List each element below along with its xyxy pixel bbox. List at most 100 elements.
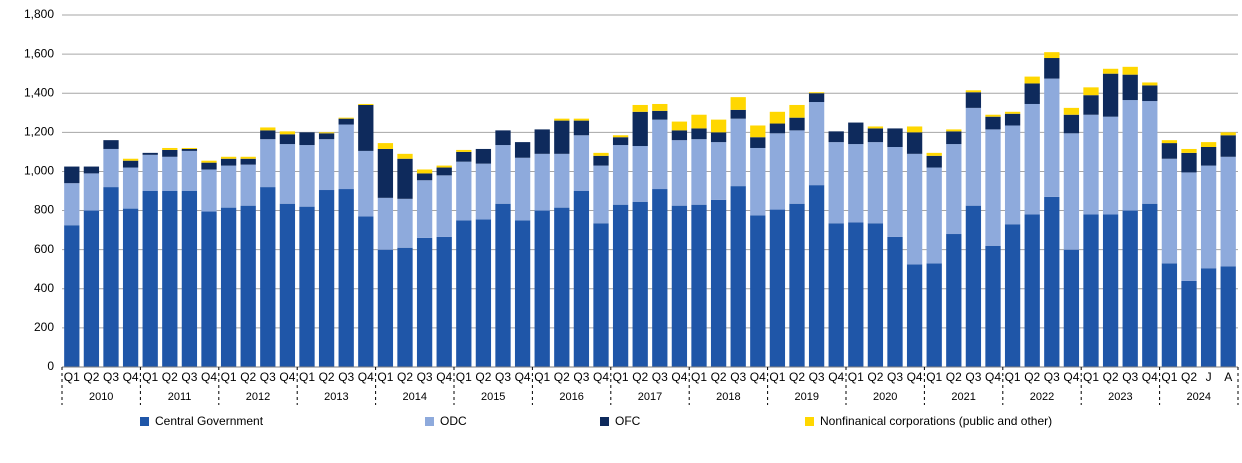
bar-segment bbox=[1083, 95, 1099, 115]
bar-segment bbox=[906, 153, 923, 265]
y-tick-label: 1,600 bbox=[24, 46, 54, 60]
bar-segment bbox=[318, 139, 335, 191]
x-tick-label: A bbox=[1224, 370, 1232, 384]
bar-segment bbox=[789, 130, 805, 204]
bar-segment bbox=[1024, 103, 1040, 215]
legend-label: Central Government bbox=[155, 414, 264, 428]
bar-segment bbox=[338, 189, 354, 367]
x-tick-label: Q1 bbox=[534, 370, 550, 384]
x-tick-label: Q3 bbox=[181, 370, 197, 384]
bar-segment bbox=[162, 149, 178, 157]
bar-segment bbox=[730, 186, 746, 367]
bar-segment bbox=[436, 236, 452, 367]
bar-segment bbox=[436, 167, 452, 176]
bar-segment bbox=[1063, 133, 1080, 250]
x-group-label: 2019 bbox=[795, 391, 819, 403]
bar-segment bbox=[142, 152, 158, 155]
bar-segment bbox=[985, 129, 1001, 246]
bar-segment bbox=[632, 146, 648, 202]
bar-segment bbox=[358, 104, 374, 151]
bar-segment bbox=[671, 140, 688, 206]
x-tick-label: Q1 bbox=[848, 370, 864, 384]
x-group-label: 2014 bbox=[403, 391, 427, 403]
bar-segment bbox=[769, 133, 786, 210]
bar-segment bbox=[985, 116, 1001, 130]
bar-segment bbox=[1181, 280, 1197, 367]
x-tick-label: Q1 bbox=[142, 370, 158, 384]
bar-segment bbox=[122, 160, 139, 168]
x-tick-label: Q2 bbox=[162, 370, 178, 384]
bar-segment bbox=[1102, 116, 1119, 215]
bar-segment bbox=[554, 118, 570, 121]
x-group-label: 2011 bbox=[168, 391, 192, 403]
x-group-label: 2013 bbox=[324, 391, 348, 403]
bar-segment bbox=[201, 211, 217, 367]
legend-marker bbox=[425, 417, 434, 426]
bar-segment bbox=[769, 209, 786, 367]
bar-segment bbox=[1063, 114, 1080, 134]
bar-segment bbox=[1181, 172, 1197, 281]
bar-segment bbox=[1220, 156, 1236, 267]
x-tick-label: Q3 bbox=[103, 370, 119, 384]
bar-segment bbox=[142, 191, 158, 367]
x-tick-label: Q2 bbox=[397, 370, 413, 384]
bar-segment bbox=[730, 97, 746, 110]
bar-segment bbox=[1083, 114, 1099, 215]
x-tick-label: Q4 bbox=[750, 370, 766, 384]
bar-segment bbox=[475, 219, 492, 367]
bar-segment bbox=[220, 158, 237, 166]
bar-segment bbox=[1142, 101, 1158, 204]
bar-segment bbox=[1024, 76, 1040, 84]
x-tick-label: Q1 bbox=[299, 370, 315, 384]
x-group-label: 2023 bbox=[1108, 391, 1132, 403]
bar-segment bbox=[612, 204, 629, 367]
bar-segment bbox=[867, 142, 884, 224]
bar-segment bbox=[318, 190, 335, 367]
bar-segment bbox=[1181, 152, 1197, 173]
bar-segment bbox=[279, 134, 296, 145]
bar-segment bbox=[906, 264, 923, 367]
bar-segment bbox=[1004, 111, 1021, 114]
bar-segment bbox=[475, 163, 492, 220]
bar-segment bbox=[64, 166, 80, 184]
bar-segment bbox=[338, 117, 354, 119]
bar-segment bbox=[1142, 85, 1158, 102]
bar-segment bbox=[436, 175, 452, 237]
bar-segment bbox=[691, 139, 707, 205]
bar-segment bbox=[122, 208, 139, 367]
x-tick-label: Q2 bbox=[319, 370, 335, 384]
bar-segment bbox=[318, 132, 335, 134]
x-tick-label: Q2 bbox=[946, 370, 962, 384]
bar-segment bbox=[946, 234, 962, 367]
y-tick-label: 200 bbox=[34, 320, 54, 334]
bar-segment bbox=[260, 139, 276, 188]
bar-segment bbox=[122, 158, 139, 161]
bar-segment bbox=[416, 180, 433, 238]
bar-segment bbox=[377, 197, 394, 250]
bar-segment bbox=[789, 104, 805, 118]
x-tick-label: Q3 bbox=[1044, 370, 1060, 384]
bar-segment bbox=[1044, 58, 1060, 79]
bar-segment bbox=[416, 169, 433, 174]
bar-segment bbox=[926, 152, 942, 156]
bar-segment bbox=[828, 223, 844, 367]
x-tick-label: Q3 bbox=[338, 370, 354, 384]
x-tick-label: Q4 bbox=[593, 370, 609, 384]
bar-segment bbox=[808, 93, 825, 103]
bar-segment bbox=[299, 206, 315, 367]
bar-segment bbox=[652, 103, 668, 111]
x-tick-label: Q2 bbox=[789, 370, 805, 384]
x-tick-label: Q4 bbox=[671, 370, 687, 384]
x-tick-label: Q4 bbox=[201, 370, 217, 384]
x-tick-label: Q4 bbox=[279, 370, 295, 384]
bar-segment bbox=[1200, 142, 1217, 147]
bar-segment bbox=[240, 156, 256, 159]
bar-segment bbox=[436, 165, 452, 168]
x-tick-label: Q3 bbox=[1122, 370, 1138, 384]
bar-segment bbox=[64, 183, 80, 226]
bar-segment bbox=[416, 173, 433, 181]
bar-segment bbox=[965, 92, 982, 108]
bar-segment bbox=[828, 142, 844, 224]
bar-segment bbox=[1083, 214, 1099, 367]
x-group-label: 2012 bbox=[246, 391, 270, 403]
